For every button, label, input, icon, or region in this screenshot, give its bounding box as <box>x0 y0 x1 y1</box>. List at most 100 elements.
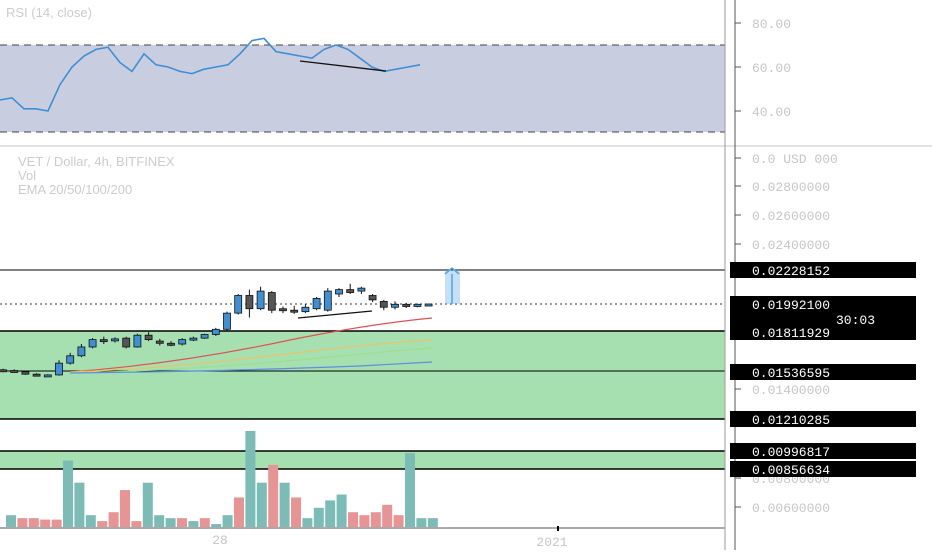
price-range-measure[interactable]: 0.00236803 (11.89%) 236803 <box>364 247 536 304</box>
candle <box>413 303 422 308</box>
volume-bar <box>199 518 210 527</box>
rsi-pane[interactable]: RSI (14, close) <box>0 5 725 133</box>
price-tag-label: 0.01811929 <box>752 326 830 341</box>
volume-bar <box>28 518 39 527</box>
candle <box>200 333 209 339</box>
candle-body-up <box>256 290 265 310</box>
candle <box>88 338 97 349</box>
candle-body-down <box>99 339 108 343</box>
rsi-axis-label: 60.00 <box>752 61 791 76</box>
price-tag[interactable] <box>730 364 916 380</box>
volume-bar <box>268 464 279 527</box>
volume-bars <box>6 431 438 527</box>
candle <box>122 336 131 349</box>
price-tag[interactable] <box>730 411 916 427</box>
candle-body-up <box>391 303 399 308</box>
volume-bar <box>302 518 313 527</box>
candle <box>133 333 142 348</box>
candle <box>178 338 187 346</box>
rsi-divergence-line <box>299 60 387 72</box>
volume-bar <box>245 431 256 527</box>
candle-body-down <box>21 371 30 375</box>
price-axis-label: 0.0 USD 000 <box>752 152 838 167</box>
volume-bar <box>416 518 427 527</box>
volume-bar <box>154 515 165 527</box>
candle-body-down <box>10 370 19 373</box>
candle-body-up <box>77 346 86 357</box>
candle-body-up <box>111 338 119 342</box>
volume-bar <box>393 515 404 527</box>
price-tag[interactable] <box>730 443 916 459</box>
arrow-head-icon <box>444 266 460 275</box>
candle <box>402 302 411 308</box>
candle-body-up <box>323 290 332 311</box>
candle <box>346 283 355 295</box>
volume-bar <box>85 515 96 527</box>
price-tag[interactable] <box>730 262 916 278</box>
price-tag[interactable] <box>730 461 916 477</box>
price-axis-label: 0.02400000 <box>752 238 830 253</box>
price-tag-label: 0.01992100 <box>752 298 830 313</box>
candle <box>279 306 287 314</box>
volume-bar <box>313 507 324 527</box>
price-axis-label: 0.00600000 <box>752 501 830 516</box>
volume-bar <box>325 500 336 527</box>
candle-body-up <box>223 312 231 330</box>
volume-bar <box>40 519 51 527</box>
trendline[interactable] <box>297 310 373 319</box>
bar-countdown: 30:03 <box>836 313 875 328</box>
candle-body-up <box>413 303 422 307</box>
candle-body-down <box>245 295 254 310</box>
volume-bar <box>382 504 393 527</box>
candle <box>256 286 265 311</box>
candle <box>99 336 108 345</box>
price-axis[interactable]: 80.00 60.00 40.00 0.0 USD 000 0.02800000… <box>724 0 838 550</box>
ema-20-line <box>69 317 433 373</box>
candle-body-down <box>379 300 388 308</box>
symbol-label: VET / Dollar, 4h, BITFINEX <box>18 154 175 169</box>
candle <box>32 373 41 377</box>
rsi-axis-label: 40.00 <box>752 105 791 120</box>
candle-body-down <box>279 308 287 312</box>
price-tag-label: 0.01210285 <box>752 413 830 428</box>
price-axis-label: 0.01400000 <box>752 383 830 398</box>
time-axis[interactable]: 28 2021 <box>0 526 725 550</box>
candle-body-up <box>133 334 142 348</box>
candle <box>223 311 231 331</box>
candle <box>21 370 30 375</box>
candle <box>301 304 310 314</box>
candle-body-down <box>346 289 355 293</box>
ema-50-line <box>69 339 433 373</box>
volume-bar <box>97 521 108 527</box>
volume-bar <box>427 518 438 527</box>
price-tag-label: 0.00856634 <box>752 463 830 478</box>
candle <box>290 305 299 314</box>
volume-bar <box>17 518 28 527</box>
candle <box>111 337 119 343</box>
volume-label: Vol <box>18 168 36 183</box>
volume-bar <box>131 521 142 527</box>
volume-bar <box>359 515 370 527</box>
candle-body-up <box>301 306 310 313</box>
candle <box>357 286 366 295</box>
candle-body-down <box>122 337 131 348</box>
candle <box>335 288 343 297</box>
horizontal-levels[interactable] <box>0 269 725 470</box>
candle-body-up <box>234 295 243 314</box>
candle <box>144 332 153 342</box>
price-tag[interactable] <box>730 325 916 340</box>
volume-bar <box>6 515 16 527</box>
candle <box>66 352 75 365</box>
countdown-tag <box>730 312 916 326</box>
candle-body-up <box>178 339 187 345</box>
candle-body-down <box>368 295 377 301</box>
price-tag[interactable] <box>730 296 916 312</box>
price-tags[interactable]: 0.02228152 0.01992100 30:03 0.01811929 0… <box>730 262 916 478</box>
price-tag-label: 0.00996817 <box>752 445 830 460</box>
candle <box>424 303 433 307</box>
volume-bar <box>108 512 119 527</box>
candle <box>312 296 321 311</box>
candle <box>77 344 86 358</box>
candle-body-down <box>267 292 276 311</box>
